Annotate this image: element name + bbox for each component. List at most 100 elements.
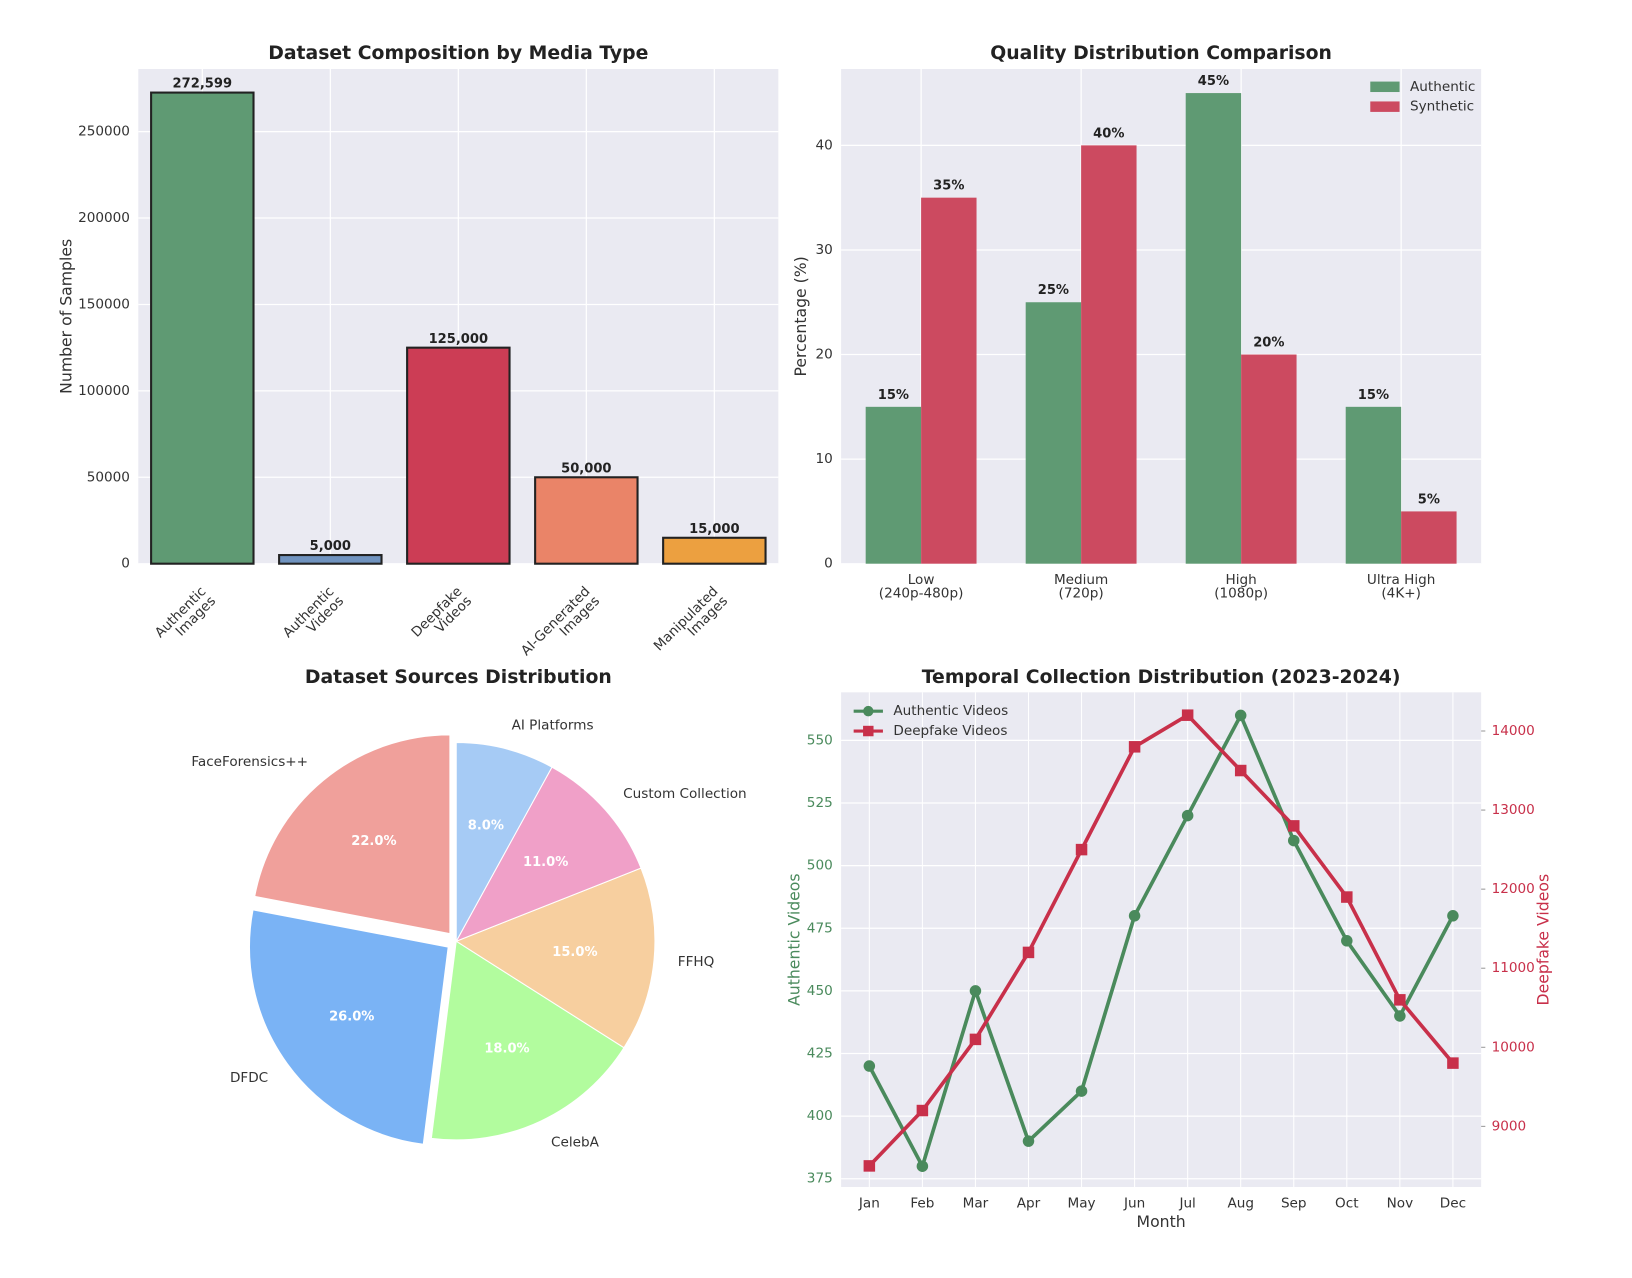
y2-tick-label: 10000 xyxy=(1492,1039,1535,1055)
y-tick-label: 400 xyxy=(807,1108,833,1124)
marker xyxy=(1288,834,1300,847)
x-axis-label: Month xyxy=(1137,1212,1186,1231)
value-label: 25% xyxy=(1038,283,1069,298)
legend-swatch xyxy=(1370,81,1400,93)
y-tick-label: 50000 xyxy=(87,469,130,485)
pie-slice xyxy=(430,940,625,1141)
x-tick-label: Jul xyxy=(1178,1196,1195,1212)
marker xyxy=(1181,809,1194,822)
y-tick-label: 475 xyxy=(807,920,833,936)
marker xyxy=(1447,910,1459,922)
slice-label: DFDC xyxy=(230,1070,268,1086)
x-tick-label: Oct xyxy=(1335,1196,1358,1212)
legend-label: Authentic xyxy=(1410,79,1475,95)
percent-label: 15.0% xyxy=(552,945,597,960)
y-tick-label: 450 xyxy=(807,983,833,999)
y-tick-label: 0 xyxy=(121,556,130,572)
slice-label: CelebA xyxy=(551,1135,600,1151)
value-label: 15% xyxy=(1358,388,1389,403)
pie-slice xyxy=(254,734,451,935)
y-tick-label: 0 xyxy=(824,556,833,572)
legend-swatch xyxy=(1370,101,1400,112)
marker xyxy=(863,1060,876,1072)
slice-label: FaceForensics++ xyxy=(191,754,308,770)
percent-label: 22.0% xyxy=(351,834,396,849)
marker xyxy=(1394,1010,1406,1022)
x-tick-label: Jan xyxy=(858,1196,880,1212)
value-label: 50,000 xyxy=(561,461,611,476)
y-axis-label: Percentage (%) xyxy=(791,256,810,376)
y-axis-label: Number of Samples xyxy=(57,239,76,394)
x-tick-label: Sep xyxy=(1281,1196,1307,1212)
y-tick-label: 20 xyxy=(815,347,832,363)
bar xyxy=(1081,145,1137,564)
marker xyxy=(1075,1085,1088,1097)
value-label: 15% xyxy=(878,388,909,403)
y-tick-label: 525 xyxy=(807,795,833,811)
y2-tick-label: 11000 xyxy=(1492,960,1535,976)
y2-tick-label: 9000 xyxy=(1492,1118,1527,1134)
marker xyxy=(1181,709,1194,721)
x-tick-label: AuthenticImages xyxy=(152,584,219,651)
line xyxy=(867,711,1455,1172)
y-tick-label: 100000 xyxy=(78,383,130,399)
bar xyxy=(534,476,639,565)
value-label: 40% xyxy=(1093,126,1124,141)
y2-axis-label: Deepfake Videos xyxy=(1533,874,1552,1006)
legend-marker xyxy=(863,725,874,737)
bar xyxy=(278,554,383,565)
x-tick-label: May xyxy=(1068,1196,1096,1212)
bar xyxy=(662,536,767,565)
x-tick-label: Dec xyxy=(1440,1196,1466,1212)
plot-area xyxy=(841,692,1482,1188)
legend-label: Authentic Videos xyxy=(893,703,1008,719)
marker xyxy=(1447,1057,1459,1069)
x-tick-label: Low (240p-480p) xyxy=(879,572,964,602)
bar xyxy=(1345,406,1402,564)
marker xyxy=(1022,946,1035,959)
x-tick-label: Aug xyxy=(1227,1196,1254,1212)
legend-marker xyxy=(863,705,874,717)
x-tick-label: Apr xyxy=(1017,1196,1041,1212)
marker xyxy=(969,985,982,997)
chart-title: Temporal Collection Distribution (2023-2… xyxy=(922,667,1401,688)
percent-label: 18.0% xyxy=(484,1042,529,1057)
chart-title: Dataset Composition by Media Type xyxy=(268,43,648,64)
pie-slice xyxy=(248,909,449,1145)
x-tick-label: Medium (720p) xyxy=(1054,572,1108,602)
y-tick-label: 150000 xyxy=(78,296,130,312)
y2-tick-label: 13000 xyxy=(1492,802,1535,818)
value-label: 5% xyxy=(1418,492,1440,507)
value-label: 125,000 xyxy=(429,332,488,347)
x-tick-label: Feb xyxy=(910,1196,934,1212)
legend-label: Synthetic xyxy=(1410,99,1474,115)
x-tick-label: AI-GeneratedImages xyxy=(518,584,603,669)
x-tick-label: High (1080p) xyxy=(1214,572,1268,602)
value-label: 20% xyxy=(1253,336,1284,351)
marker xyxy=(863,1160,876,1172)
pie-slice xyxy=(455,766,642,943)
value-label: 5,000 xyxy=(310,539,351,554)
bar xyxy=(1025,302,1082,564)
marker xyxy=(916,1104,929,1117)
slice-label: FFHQ xyxy=(678,954,715,970)
y-tick-label: 200000 xyxy=(78,210,130,226)
value-label: 272,599 xyxy=(173,77,232,92)
marker xyxy=(969,1033,982,1046)
y-tick-label: 40 xyxy=(815,137,832,153)
percent-label: 11.0% xyxy=(523,855,568,870)
bar xyxy=(921,197,977,564)
y-tick-label: 500 xyxy=(807,858,833,874)
y-tick-label: 550 xyxy=(807,732,833,748)
marker xyxy=(916,1160,929,1172)
slice-label: AI Platforms xyxy=(512,718,594,734)
marker xyxy=(1288,820,1300,832)
x-tick-label: Jun xyxy=(1123,1196,1145,1212)
y2-tick-label: 14000 xyxy=(1492,723,1535,739)
bar xyxy=(1241,354,1297,564)
percent-label: 8.0% xyxy=(468,818,504,833)
y-tick-label: 375 xyxy=(807,1171,833,1187)
x-tick-label: Nov xyxy=(1387,1196,1414,1212)
value-label: 35% xyxy=(933,179,964,194)
